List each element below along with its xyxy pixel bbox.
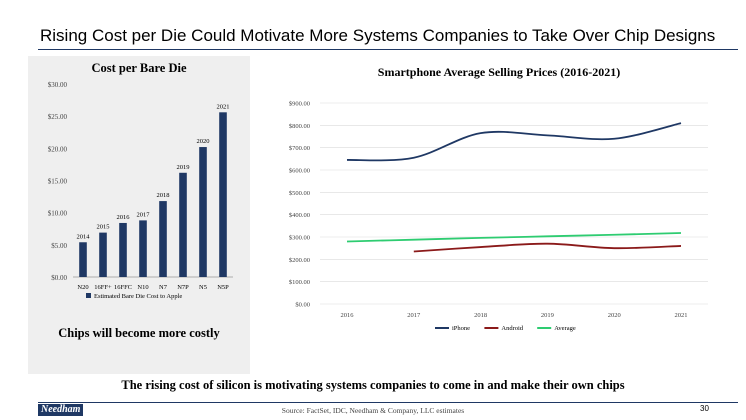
x-tick-label: 16FFC [114,284,132,291]
y-tick-label: $10.00 [48,210,68,218]
page-number: 30 [700,404,709,413]
series-line-android [413,242,682,253]
bar-data-label: 2018 [157,192,170,199]
bar-data-label: 2016 [117,214,131,221]
x-tick-label: 2018 [474,312,487,319]
y-tick-label: $800.00 [289,123,310,130]
y-tick-label: $100.00 [289,279,310,286]
line-chart: $0.00 $100.00 $200.00 $300.00 $400.00 $500.00… [289,101,708,332]
series-line-average [346,232,682,243]
x-tick-label: 2021 [675,312,688,319]
y-tick-label: $300.00 [289,235,310,242]
needham-logo: Needham [38,404,83,416]
legend-label: iPhone [452,325,470,332]
bar-chart: $0.00 $5.00 $10.00 $15.00 $20.00 $25.00 $30.00… [48,81,233,300]
y-tick-label: $5.00 [51,242,67,250]
y-tick-label: $400.00 [289,212,310,219]
y-tick-label: $25.00 [48,113,68,121]
y-tick-label: $30.00 [48,81,68,89]
bar-data-label: 2019 [177,164,190,171]
legend-label: Android [501,325,523,332]
title-divider [38,49,738,50]
x-tick-label: N7 [159,284,168,291]
bar [159,201,167,277]
bar-data-label: 2020 [197,138,210,145]
bar [219,112,227,277]
x-tick-label: N20 [77,284,88,291]
x-tick-label: N5P [217,284,229,291]
x-tick-label: N5 [199,284,207,291]
x-tick-label: 16FF+ [94,284,112,291]
y-tick-label: $600.00 [289,168,310,175]
bar-data-label: 2021 [217,103,230,110]
bar [119,222,127,277]
y-tick-label: $200.00 [289,257,310,264]
legend-marker [86,293,91,298]
x-tick-label: 2016 [341,312,355,319]
line-chart-title: Smartphone Average Selling Prices (2016-… [377,65,621,79]
y-tick-label: $500.00 [289,190,310,197]
series-line-iphone [346,122,682,162]
bar-data-label: 2015 [97,224,110,231]
bar [199,147,207,277]
footer-divider [38,402,738,403]
footer-message: The rising cost of silicon is motivating… [121,378,625,392]
bar [139,220,147,277]
line-chart-panel: Smartphone Average Selling Prices (2016-… [260,56,738,374]
x-tick-label: 2020 [608,312,621,319]
bar [79,242,87,277]
y-tick-label: $700.00 [289,145,310,152]
bar [99,232,107,277]
bar-chart-caption: Chips will become more costly [58,326,220,340]
bar-data-label: 2014 [77,233,91,240]
bar-chart-panel: Cost per Bare Die $0.00 $5.00 $10.00 $15.00… [28,56,250,374]
x-tick-label: 2017 [407,312,421,319]
x-tick-label: N10 [137,284,148,291]
bar-data-label: 2017 [137,211,151,218]
source-note: Source: FactSet, IDC, Needham & Company,… [281,406,465,415]
bar [179,172,187,277]
legend-label: Average [554,325,576,332]
y-tick-label: $15.00 [48,178,68,186]
y-tick-label: $0.00 [51,274,67,282]
x-tick-label: 2019 [541,312,554,319]
slide-title: Rising Cost per Die Could Motivate More … [40,26,716,45]
x-tick-label: N7P [177,284,189,291]
legend-label: Estimated Bare Die Cost to Apple [94,293,182,300]
y-tick-label: $0.00 [295,302,310,309]
y-tick-label: $20.00 [48,145,68,153]
bar-chart-title: Cost per Bare Die [91,61,187,75]
y-tick-label: $900.00 [289,101,310,108]
